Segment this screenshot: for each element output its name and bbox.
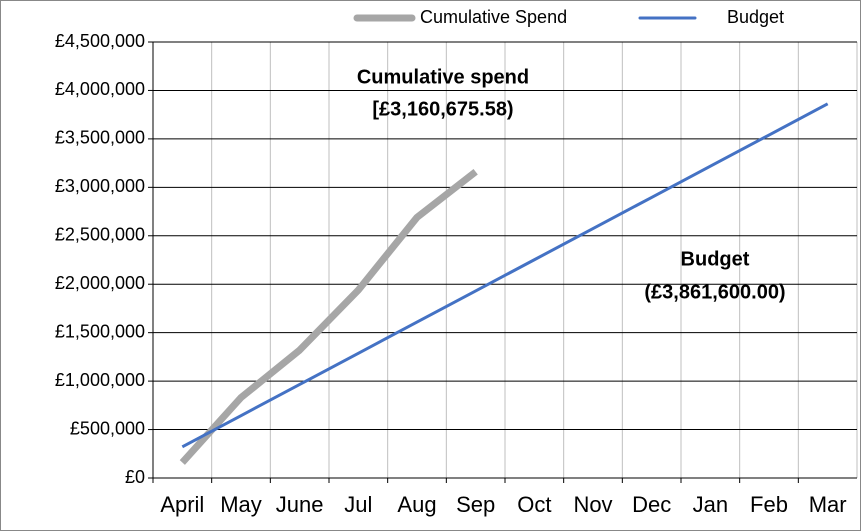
y-tick-label: £2,500,000 bbox=[55, 225, 145, 245]
legend-label: Budget bbox=[727, 7, 784, 27]
x-tick-label: May bbox=[220, 492, 262, 517]
x-tick-label: April bbox=[160, 492, 204, 517]
y-tick-label: £4,000,000 bbox=[55, 79, 145, 99]
x-tick-label: June bbox=[276, 492, 324, 517]
x-tick-label: Jul bbox=[344, 492, 372, 517]
x-tick-label: Oct bbox=[517, 492, 551, 517]
x-tick-label: Aug bbox=[397, 492, 436, 517]
y-tick-label: £4,500,000 bbox=[55, 31, 145, 51]
y-tick-label: £1,000,000 bbox=[55, 370, 145, 390]
y-tick-label: £500,000 bbox=[70, 418, 145, 438]
series-line bbox=[179, 169, 478, 465]
x-tick-label: Mar bbox=[809, 492, 847, 517]
y-tick-label: £3,000,000 bbox=[55, 176, 145, 196]
y-tick-label: £2,000,000 bbox=[55, 273, 145, 293]
y-tick-label: £3,500,000 bbox=[55, 128, 145, 148]
x-tick-label: Feb bbox=[750, 492, 788, 517]
series-line bbox=[181, 102, 829, 449]
y-tick-label: £1,500,000 bbox=[55, 321, 145, 341]
annotation: Cumulative spend bbox=[357, 66, 529, 88]
legend-label: Cumulative Spend bbox=[420, 7, 567, 27]
annotation: (£3,861,600.00) bbox=[644, 281, 785, 303]
x-tick-label: Jan bbox=[693, 492, 728, 517]
y-tick-label: £0 bbox=[125, 467, 145, 487]
annotation: Budget bbox=[681, 248, 750, 270]
x-tick-label: Nov bbox=[573, 492, 612, 517]
x-tick-label: Sep bbox=[456, 492, 495, 517]
annotation: [£3,160,675.58) bbox=[372, 98, 513, 120]
x-tick-label: Dec bbox=[632, 492, 671, 517]
